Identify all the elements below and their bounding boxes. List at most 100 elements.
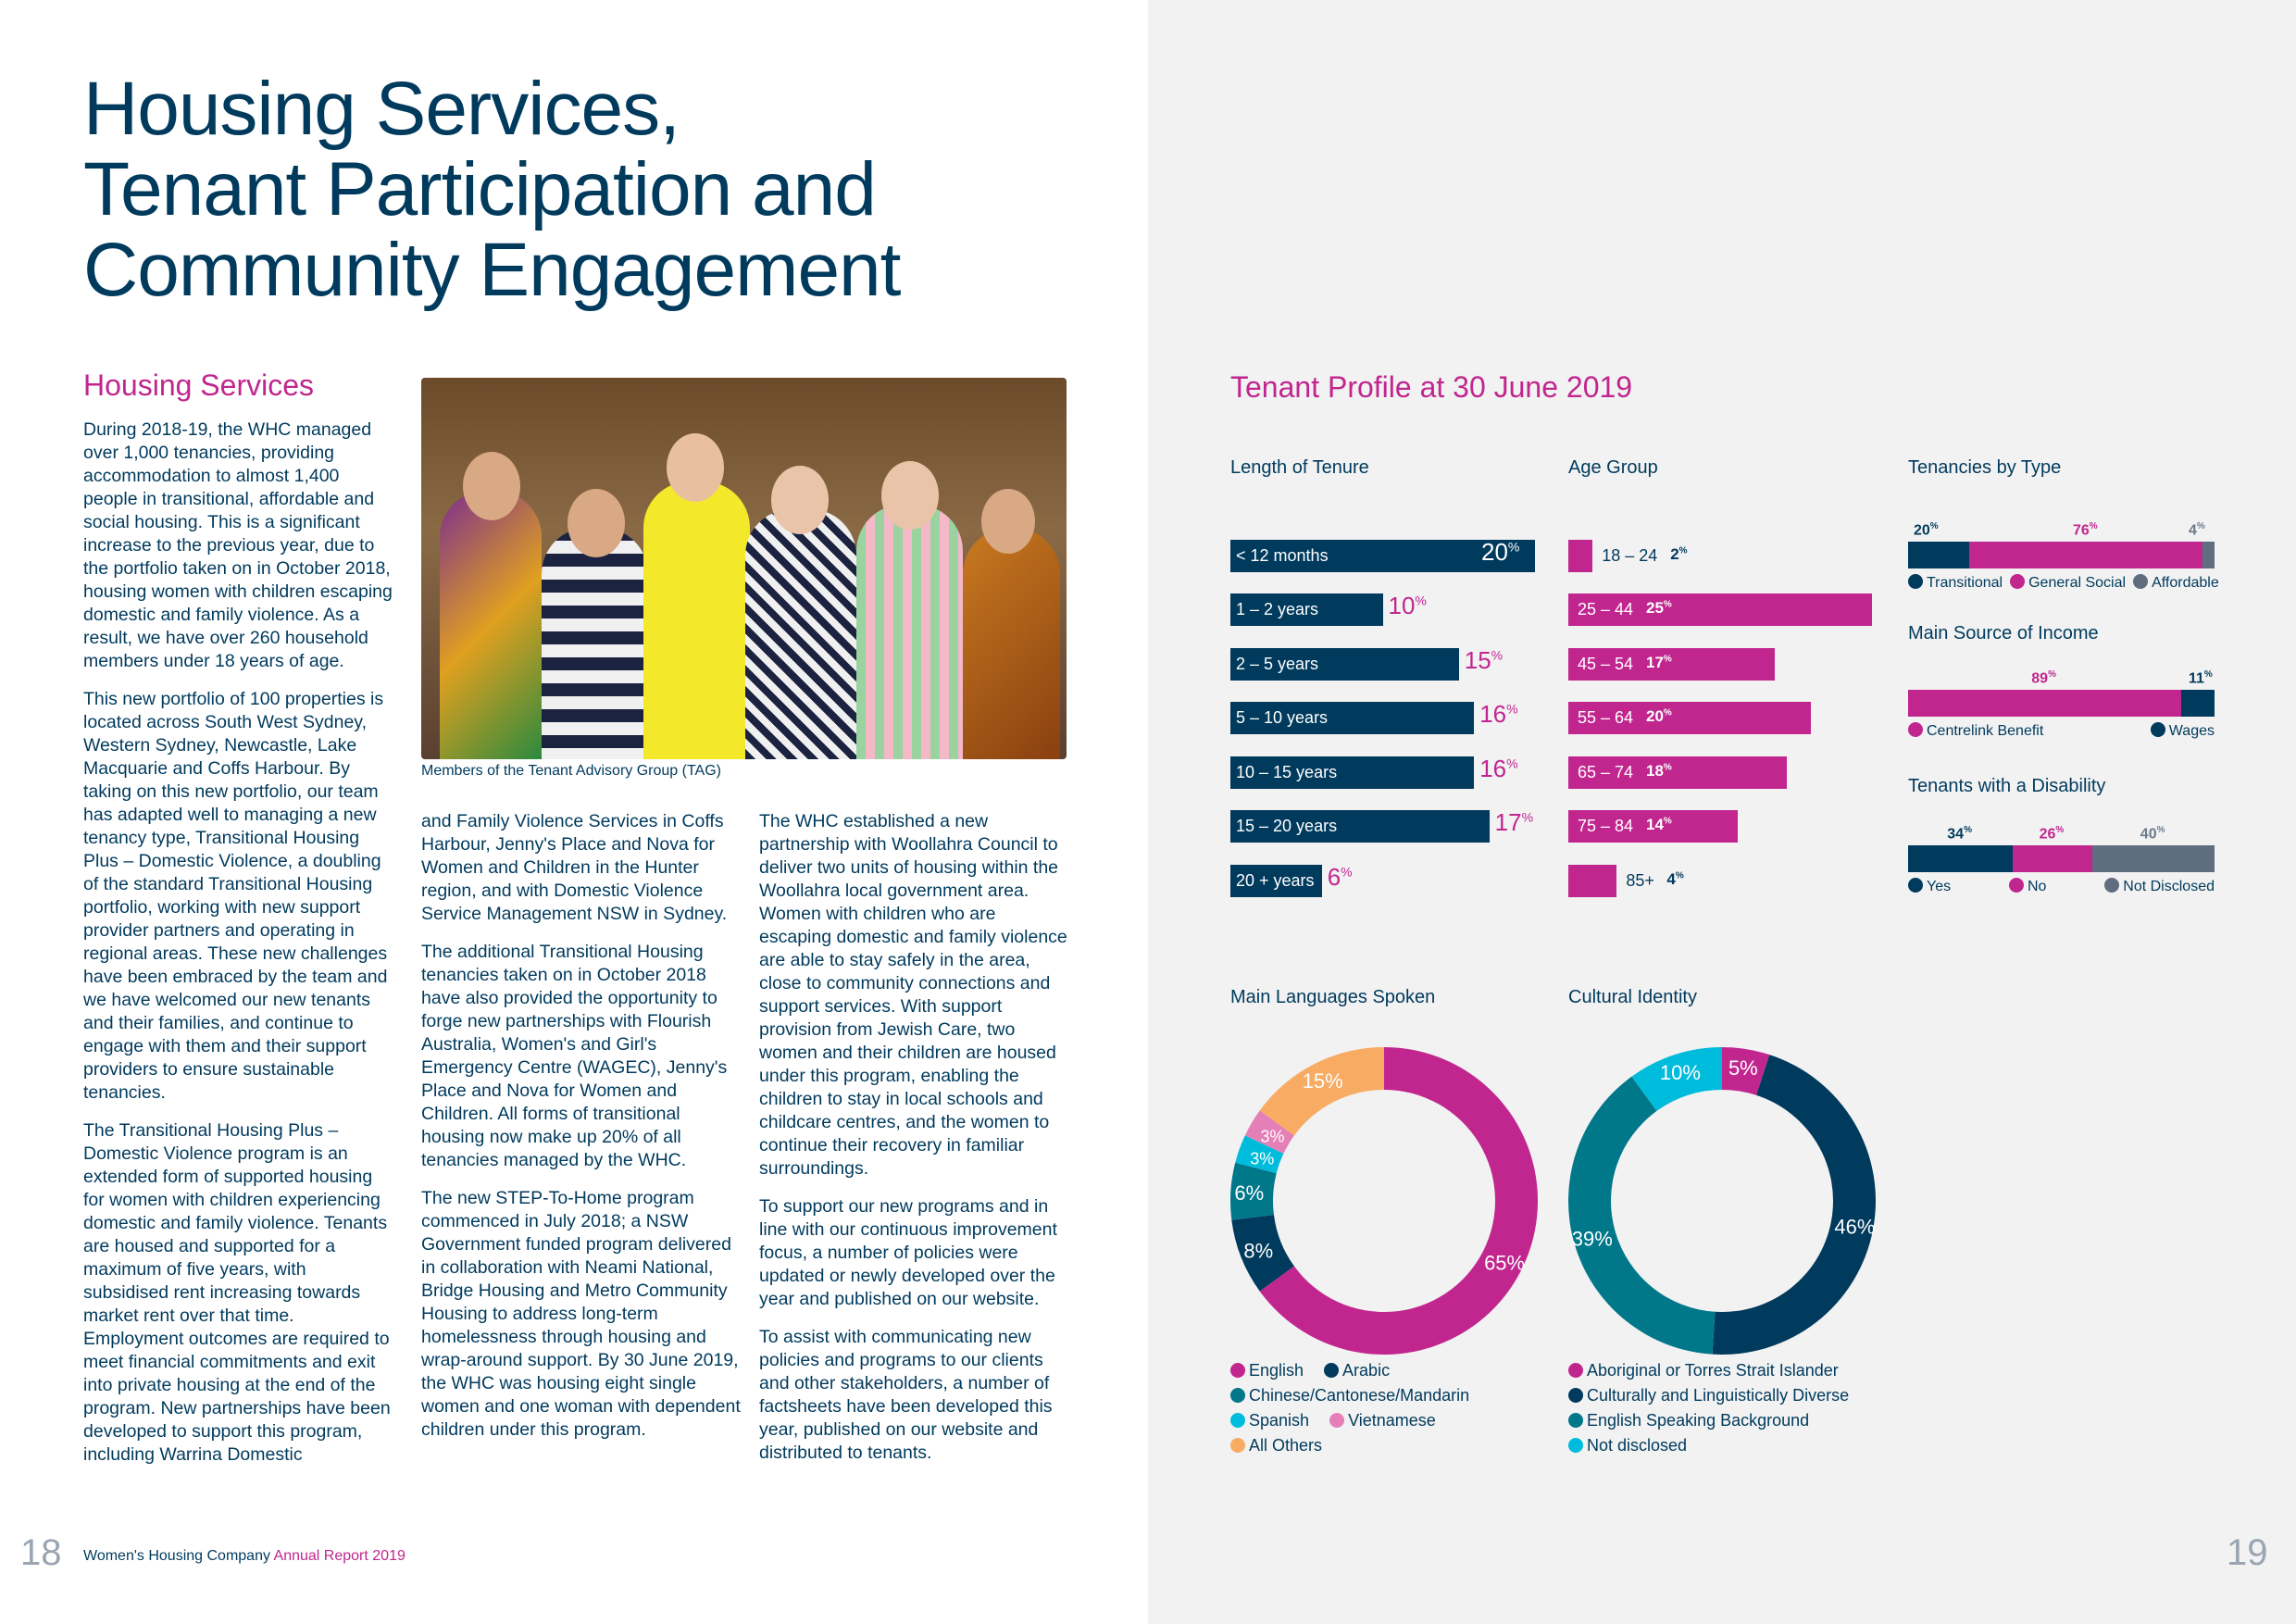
footer-org: Women's Housing Company <box>83 1548 270 1564</box>
donut-slice <box>1259 1047 1538 1355</box>
paragraph: To support our new programs and in line … <box>759 1196 1057 1309</box>
age-label: 75 – 84 <box>1578 817 1634 835</box>
chart-title: Tenants with a Disability <box>1908 776 2106 796</box>
tenure-value: 16% <box>1479 755 1518 782</box>
page-title: Housing Services, Tenant Participation a… <box>83 67 901 312</box>
legend: Transitional General Social Affordable <box>1908 574 2219 592</box>
age-value: 2% <box>1670 545 1688 563</box>
title-line: Community Engagement <box>83 228 901 312</box>
legend-item: Arabic <box>1324 1361 1390 1380</box>
tenure-bar: 5 – 10 years <box>1230 702 1475 734</box>
tenure-value: 16% <box>1479 700 1518 728</box>
tenure-value: 10% <box>1388 592 1427 619</box>
age-value: 14% <box>1646 816 1672 833</box>
slice-label: 3% <box>1250 1150 1274 1168</box>
tenure-bar: 15 – 20 years <box>1230 810 1490 843</box>
bar-segment <box>2180 690 2215 717</box>
segment-value: 11% <box>2189 669 2213 687</box>
paragraph: The additional Transitional Housing tena… <box>421 942 728 1170</box>
legend-item: Vietnamese <box>1329 1411 1436 1430</box>
stacked-bar <box>1908 690 2215 717</box>
legend: Centrelink Benefit Wages <box>1908 722 2215 740</box>
segment-value: 26% <box>2039 825 2065 843</box>
age-label: 45 – 54 <box>1578 655 1634 673</box>
text-column-1: During 2018-19, the WHC managed over 1,0… <box>83 418 393 1481</box>
donut-slice <box>1244 1110 1294 1154</box>
paragraph: The Transitional Housing Plus – Domestic… <box>83 1120 391 1465</box>
legend-item: Not disclosed <box>1568 1436 1687 1455</box>
age-bar <box>1568 865 1617 897</box>
legend-item: Wages <box>2150 722 2215 740</box>
age-label: 55 – 64 <box>1578 708 1634 727</box>
legend-item: All Others <box>1230 1436 1322 1455</box>
paragraph: The new STEP-To-Home program commenced i… <box>421 1188 741 1440</box>
bar-segment <box>2091 845 2215 872</box>
tenure-bar: 1 – 2 years <box>1230 593 1383 626</box>
segment-value: 89% <box>2031 669 2056 687</box>
stacked-bar <box>1908 845 2215 872</box>
paragraph: During 2018-19, the WHC managed over 1,0… <box>83 419 393 671</box>
donut-slice <box>1235 1135 1284 1174</box>
legend-item: Not Disclosed <box>2104 878 2215 895</box>
chart-title: Age Group <box>1568 457 1658 478</box>
age-bar <box>1568 810 1739 843</box>
tenure-bar: 10 – 15 years <box>1230 756 1475 789</box>
age-bar <box>1568 540 1593 572</box>
age-bar <box>1568 593 1872 626</box>
age-label: 85+ <box>1626 871 1654 890</box>
donut-chart: 5% 46% 39% 10% <box>1568 1047 1876 1355</box>
tenure-value: 17% <box>1494 808 1534 836</box>
paragraph: and Family Violence Services in Coffs Ha… <box>421 811 728 924</box>
slice-label: 3% <box>1260 1128 1284 1146</box>
donut-slice <box>1230 1162 1277 1220</box>
photo-caption: Members of the Tenant Advisory Group (TA… <box>421 763 721 779</box>
donut-slice <box>1568 1076 1716 1355</box>
legend-item: Centrelink Benefit <box>1908 722 2043 740</box>
paragraph: The WHC established a new partnership wi… <box>759 811 1067 1179</box>
slice-label: 10% <box>1660 1061 1701 1084</box>
chart-title: Cultural Identity <box>1568 987 1697 1007</box>
age-value: 18% <box>1646 762 1672 780</box>
legend-item: Yes <box>1908 878 1951 895</box>
legend-item: English Speaking Background <box>1568 1411 1809 1430</box>
donut-slice <box>1631 1047 1722 1111</box>
age-value: 4% <box>1666 870 1684 888</box>
slice-label: 5% <box>1728 1056 1758 1080</box>
legend-item: No <box>2008 878 2046 895</box>
age-bar <box>1568 702 1811 734</box>
tenure-value: 15% <box>1464 646 1504 674</box>
donut-slice <box>1259 1047 1384 1136</box>
age-label: 65 – 74 <box>1578 763 1634 781</box>
slice-label: 46% <box>1834 1215 1875 1238</box>
donut-slice <box>1231 1215 1294 1292</box>
chart-title: Length of Tenure <box>1230 457 1369 478</box>
tenure-bar: < 12 months <box>1230 540 1535 572</box>
tenure-value: 20% <box>1481 538 1520 566</box>
age-label: 25 – 44 <box>1578 600 1634 618</box>
tenure-bar: 2 – 5 years <box>1230 648 1459 681</box>
legend: Aboriginal or Torres Strait Islander Cult… <box>1568 1358 1869 1458</box>
age-value: 20% <box>1646 707 1672 725</box>
stacked-bar <box>1908 542 2215 568</box>
segment-value: 20% <box>1914 521 1939 539</box>
paragraph: To assist with communicating new policie… <box>759 1327 1053 1463</box>
donut-chart: 65% 8% 6% 3% 3% 15% <box>1230 1047 1538 1355</box>
slice-label: 39% <box>1572 1228 1613 1251</box>
legend: Yes No Not Disclosed <box>1908 878 2215 895</box>
chart-title: Main Source of Income <box>1908 623 2099 643</box>
legend-item: Chinese/Cantonese/Mandarin <box>1230 1386 1469 1405</box>
legend-item: Aboriginal or Torres Strait Islander <box>1568 1361 1839 1380</box>
group-photo <box>421 378 1067 759</box>
title-line: Housing Services, <box>83 67 680 151</box>
tenure-bar: 20 + years <box>1230 865 1322 897</box>
tenant-profile-heading: Tenant Profile at 30 June 2019 <box>1230 370 1633 404</box>
legend-item: English <box>1230 1361 1304 1380</box>
legend-item: General Social <box>2010 574 2126 592</box>
legend-item: Transitional <box>1908 574 2003 592</box>
chart-title: Tenancies by Type <box>1908 457 2062 478</box>
bar-segment <box>2202 542 2215 568</box>
age-bar <box>1568 648 1775 681</box>
paragraph: This new portfolio of 100 properties is … <box>83 689 388 1103</box>
bar-segment <box>1969 542 2202 568</box>
text-column-2: and Family Violence Services in Coffs Ha… <box>421 810 741 1456</box>
